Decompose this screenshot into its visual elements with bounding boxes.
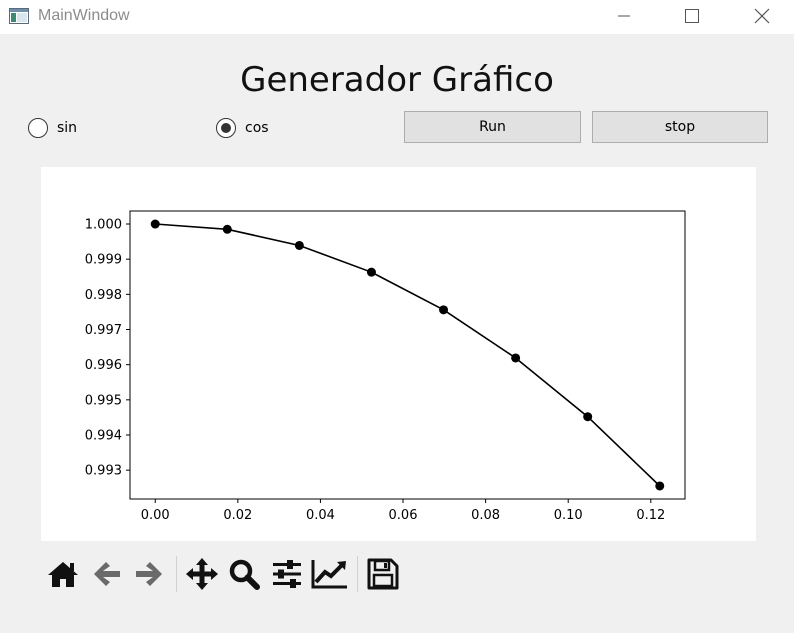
toolbar-separator xyxy=(176,556,177,592)
maximize-icon xyxy=(685,9,699,23)
y-tick-label: 0.999 xyxy=(85,253,122,268)
x-tick-label: 0.08 xyxy=(471,508,500,523)
radio-cos-circle[interactable] xyxy=(216,118,236,138)
configure-subplots-button[interactable] xyxy=(267,552,307,596)
y-tick-label: 0.995 xyxy=(85,393,122,408)
x-tick-label: 0.02 xyxy=(223,508,252,523)
data-point xyxy=(439,305,449,315)
y-tick-label: 1.000 xyxy=(85,218,122,233)
data-point xyxy=(655,481,665,491)
zoom-button[interactable] xyxy=(224,552,264,596)
data-point xyxy=(222,224,232,234)
pan-icon xyxy=(186,558,218,590)
minimize-button[interactable] xyxy=(601,0,647,32)
minimize-icon xyxy=(618,15,630,17)
page-title: Generador Gráfico xyxy=(240,60,554,100)
radio-sin-label: sin xyxy=(57,120,78,136)
close-button[interactable] xyxy=(739,0,785,32)
y-tick-label: 0.996 xyxy=(85,358,122,373)
data-point xyxy=(511,353,521,363)
radio-cos-label: cos xyxy=(245,120,269,136)
x-tick-label: 0.00 xyxy=(141,508,170,523)
line-chart: 0.00 0.02 0.04 0.06 0.08 0.10 0.12 0.993 0.994 0.… xyxy=(85,210,686,523)
radio-sin-circle[interactable] xyxy=(28,118,48,138)
window-title: MainWindow xyxy=(38,7,130,24)
data-point xyxy=(294,240,304,250)
data-point xyxy=(366,267,376,277)
radio-cos[interactable]: cos xyxy=(216,117,269,139)
data-point xyxy=(150,219,160,229)
home-icon xyxy=(48,562,78,587)
configure-subplots-icon xyxy=(273,560,301,588)
back-button[interactable] xyxy=(87,552,127,596)
forward-button[interactable] xyxy=(129,552,169,596)
save-icon xyxy=(367,558,399,590)
y-tick-label: 0.994 xyxy=(85,429,122,444)
home-button[interactable] xyxy=(43,552,83,596)
series-line xyxy=(155,223,661,487)
x-tick-label: 0.12 xyxy=(636,508,665,523)
toolbar-separator xyxy=(357,556,358,592)
x-tick-label: 0.04 xyxy=(306,508,335,523)
plot-area xyxy=(129,210,686,500)
zoom-icon xyxy=(229,559,260,590)
x-tick-label: 0.06 xyxy=(389,508,418,523)
y-tick-label: 0.998 xyxy=(85,288,122,303)
edit-axis-button[interactable] xyxy=(310,552,350,596)
run-button[interactable]: Run xyxy=(404,111,581,143)
plot-canvas[interactable]: 0.00 0.02 0.04 0.06 0.08 0.10 0.12 0.993 0.994 0.… xyxy=(41,167,756,541)
close-icon xyxy=(754,8,770,24)
save-button[interactable] xyxy=(363,552,403,596)
forward-icon xyxy=(136,562,162,586)
x-tick-label: 0.10 xyxy=(554,508,583,523)
maximize-button[interactable] xyxy=(669,0,715,32)
stop-button[interactable]: stop xyxy=(592,111,768,143)
data-point xyxy=(583,412,593,422)
radio-checked-dot xyxy=(221,123,231,133)
app-icon xyxy=(9,8,29,24)
radio-sin[interactable]: sin xyxy=(28,117,77,139)
pan-button[interactable] xyxy=(182,552,222,596)
y-tick-label: 0.993 xyxy=(85,464,122,479)
y-tick-label: 0.997 xyxy=(85,323,122,338)
edit-axis-icon xyxy=(311,560,347,589)
title-bar: MainWindow xyxy=(0,0,794,34)
back-icon xyxy=(94,562,120,586)
